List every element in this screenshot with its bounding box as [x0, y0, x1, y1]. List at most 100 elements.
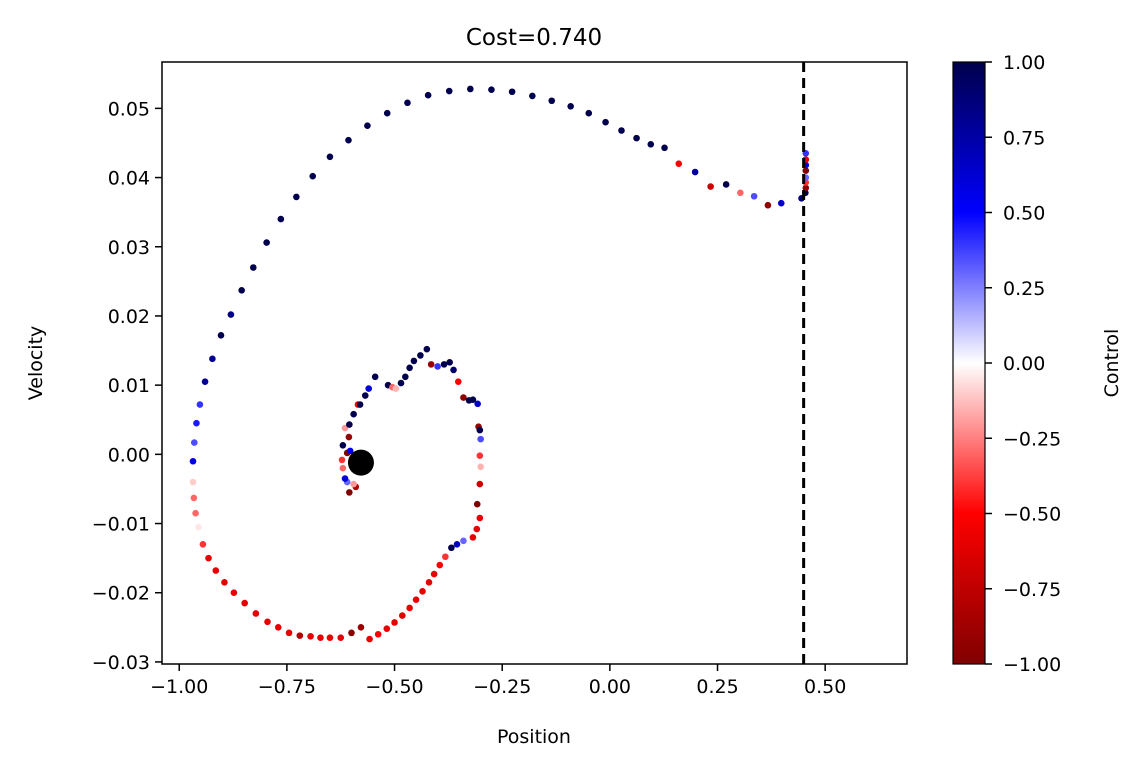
trajectory-point [189, 478, 197, 486]
trajectory-point [365, 385, 373, 392]
trajectory-point [249, 264, 257, 271]
trajectory-point [473, 525, 481, 533]
trajectory-point [339, 442, 347, 449]
trajectory-point [341, 475, 349, 482]
trajectory-point [374, 630, 382, 638]
x-tick-label: −1.00 [150, 676, 208, 698]
trajectory-point [193, 419, 200, 427]
trajectory-point [425, 579, 433, 586]
trajectory-point [777, 199, 785, 207]
trajectory-point [675, 160, 683, 168]
scatter-points [189, 85, 810, 643]
trajectory-point [412, 596, 420, 603]
trajectory-point [217, 332, 225, 339]
colorbar-tick-label: 0.25 [1003, 278, 1045, 300]
trajectory-point [410, 357, 418, 365]
y-tick-label: 0.01 [108, 375, 150, 397]
y-tick-label: 0.02 [108, 306, 150, 328]
trajectory-point [430, 570, 438, 578]
trajectory-point [488, 86, 495, 93]
trajectory-point [264, 618, 271, 626]
colorbar-tick-label: −0.50 [1003, 504, 1061, 526]
trajectory-point [212, 567, 220, 574]
x-tick-label: −0.75 [258, 676, 316, 698]
trajectory-point [402, 373, 409, 381]
trajectory-point [427, 361, 435, 368]
trajectory-point [205, 554, 212, 562]
x-axis-ticks: −1.00 −0.75 −0.50 −0.25 0.00 0.25 0.50 [150, 664, 846, 698]
trajectory-point [296, 632, 304, 639]
trajectory-point [436, 561, 444, 569]
trajectory-point [460, 537, 467, 545]
colorbar-tick-label: 0.50 [1003, 203, 1045, 225]
trajectory-point [442, 553, 449, 561]
y-tick-label: −0.02 [92, 583, 150, 605]
trajectory-point [707, 183, 714, 190]
colorbar-ticks: 1.00 0.75 0.50 0.25 0.00 −0.25 −0.50 −0.75 −1.00 [985, 52, 1061, 676]
y-tick-label: 0.03 [108, 237, 150, 259]
trajectory-point [460, 394, 467, 401]
y-axis-label: Velocity [25, 326, 47, 401]
trajectory-point [192, 509, 199, 517]
trajectory-point [790, 198, 798, 206]
trajectory-point [309, 172, 317, 180]
trajectory-point [476, 452, 484, 460]
trajectory-point [476, 514, 484, 522]
trajectory-point [750, 192, 758, 200]
trajectory-point [764, 201, 772, 209]
trajectory-point [357, 624, 365, 631]
trajectory-point [241, 599, 248, 607]
trajectory-point [474, 400, 481, 408]
y-tick-label: 0.04 [108, 168, 150, 190]
trajectory-point [417, 352, 424, 359]
y-tick-label: −0.03 [92, 652, 150, 674]
trajectory-point [350, 410, 357, 418]
trajectory-point [366, 635, 373, 643]
trajectory-point [450, 366, 457, 374]
trajectory-point [567, 102, 574, 110]
trajectory-point [274, 624, 282, 631]
trajectory-point [348, 629, 355, 637]
trajectory-point [356, 401, 364, 408]
colorbar [952, 61, 986, 665]
trajectory-point [317, 634, 324, 642]
trajectory-point [209, 355, 216, 363]
trajectory-point [529, 92, 536, 100]
trajectory-point [469, 534, 477, 541]
trajectory-point [227, 311, 235, 318]
trajectory-point [201, 378, 209, 385]
colorbar-tick-label: 1.00 [1003, 52, 1045, 74]
x-tick-label: 0.00 [589, 676, 631, 698]
trajectory-point [661, 144, 668, 152]
trajectory-point [445, 87, 453, 95]
trajectory-point [602, 118, 609, 126]
colorbar-tick-label: −0.25 [1003, 428, 1061, 450]
trajectory-point [195, 523, 202, 531]
trajectory-point [585, 109, 593, 117]
trajectory-point [802, 167, 810, 174]
trajectory-point [238, 287, 245, 294]
trajectory-point [190, 494, 198, 502]
trajectory-point [467, 85, 474, 93]
trajectory-point [446, 359, 453, 366]
trajectory-point [647, 141, 655, 148]
x-tick-label: 0.25 [696, 676, 738, 698]
trajectory-point [263, 239, 270, 246]
trajectory-point [419, 588, 426, 595]
trajectory-point [346, 489, 353, 496]
colorbar-tick-label: −1.00 [1003, 654, 1061, 676]
trajectory-point [277, 215, 285, 223]
trajectory-point [453, 540, 461, 548]
trajectory-point [633, 134, 640, 142]
colorbar-tick-label: −0.75 [1003, 579, 1061, 601]
trajectory-point [434, 363, 441, 370]
trajectory-point [722, 181, 730, 188]
trajectory-point [448, 544, 455, 552]
trajectory-point [691, 168, 699, 176]
trajectory-point [618, 127, 625, 134]
colorbar-label: Control [1101, 329, 1123, 398]
trajectory-point [802, 184, 810, 192]
trajectory-point [397, 379, 405, 387]
trajectory-point [364, 122, 371, 129]
trajectory-point [392, 385, 400, 392]
